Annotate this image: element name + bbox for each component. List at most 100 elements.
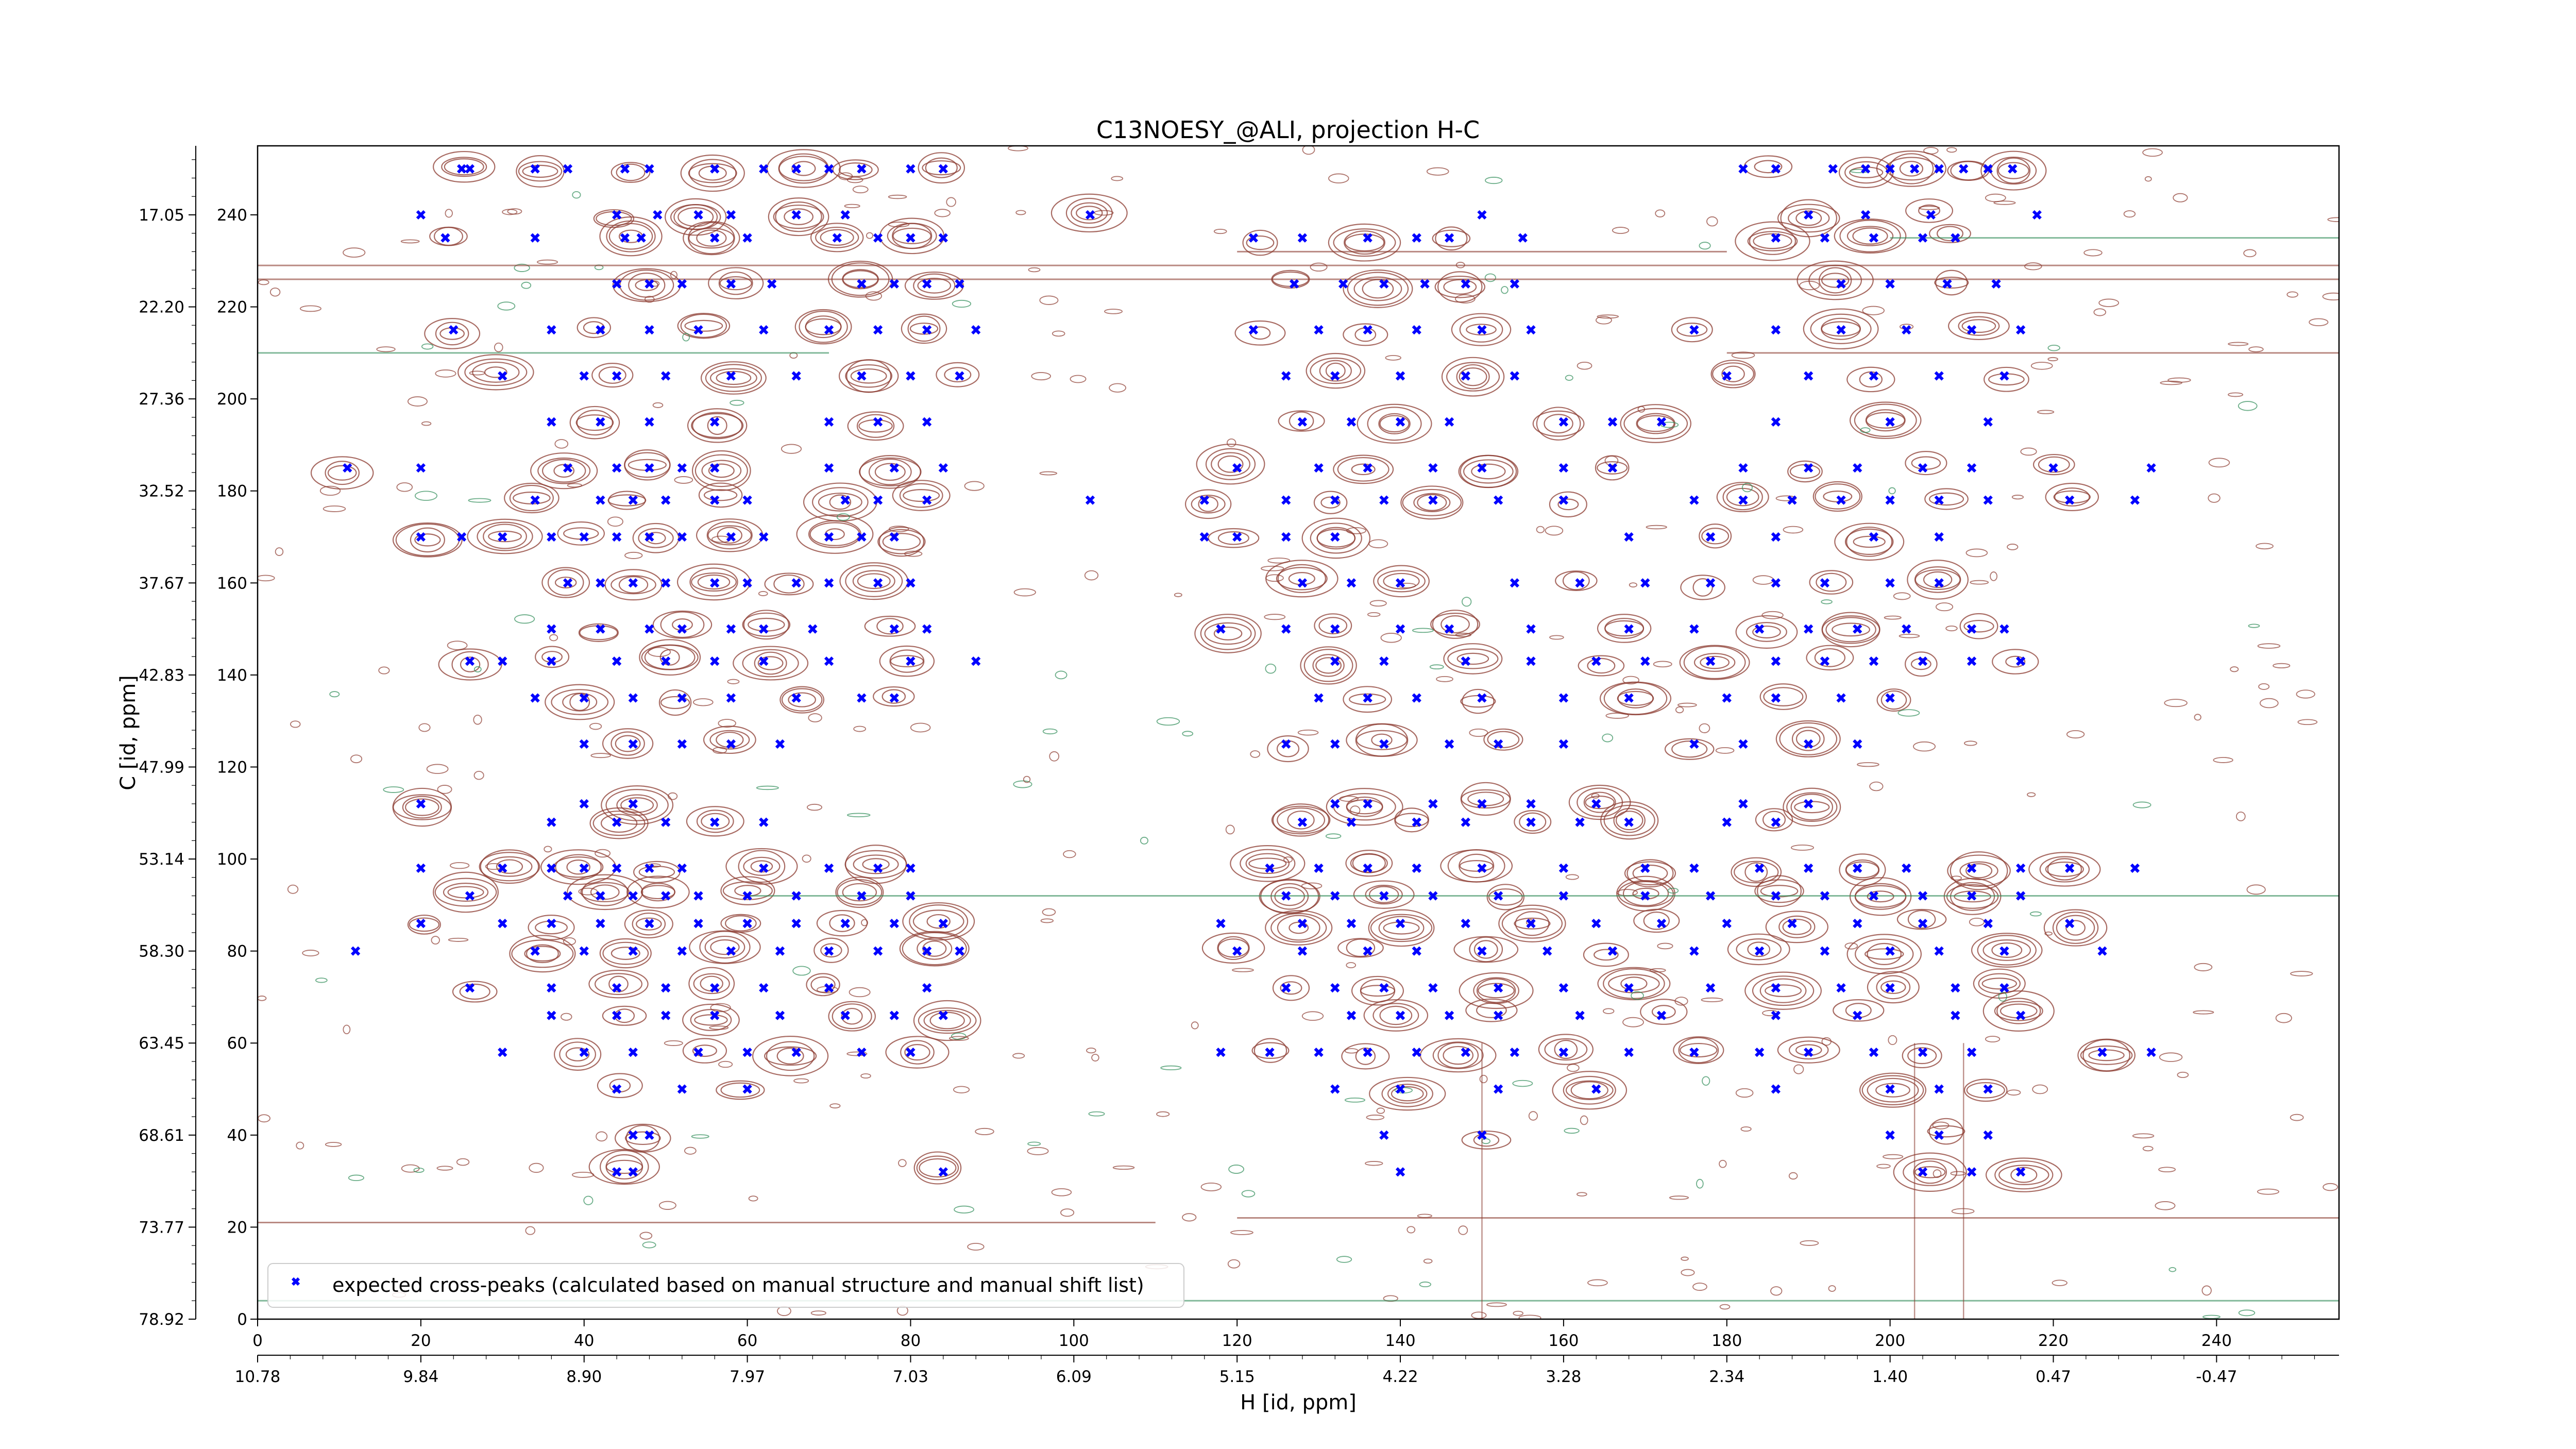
expected-peak-marker	[2015, 656, 2026, 666]
noise-contour	[1637, 406, 1646, 413]
expected-peak-marker	[1860, 164, 1871, 174]
expected-peak-marker	[1902, 325, 1911, 335]
contour-ring	[1242, 229, 1278, 256]
contour-ring	[1765, 911, 1828, 943]
noise-contour	[1156, 1111, 1170, 1117]
noise-contour	[1174, 593, 1182, 597]
x-ppm-tick-label: 9.84	[403, 1368, 438, 1386]
contour-ring	[530, 452, 598, 490]
noise-contour	[1344, 1048, 1359, 1054]
noise-contour	[1595, 316, 1612, 325]
contour-ring	[1763, 687, 1804, 706]
expected-peak-marker	[579, 532, 589, 542]
noise-contour	[648, 647, 671, 657]
contour-ring	[1914, 566, 1961, 593]
noise-contour	[1028, 267, 1041, 273]
contour-ring	[1795, 1044, 1822, 1056]
noise-contour	[1681, 1269, 1695, 1276]
expected-peak-marker	[824, 983, 834, 993]
x-index-tick-label: 140	[1385, 1332, 1415, 1350]
expected-peak-marker	[1869, 891, 1879, 901]
contour-ring	[1440, 615, 1470, 634]
noise-contour	[644, 296, 655, 303]
expected-peak-marker	[677, 463, 687, 473]
noise-contour	[2248, 624, 2260, 628]
noise-contour	[793, 1078, 809, 1084]
expected-peak-marker	[1494, 983, 1503, 993]
expected-peak-marker	[1314, 325, 1324, 335]
contour-ring	[670, 204, 721, 230]
contour-ring	[2032, 453, 2075, 476]
contour-ring	[636, 917, 662, 931]
contour-ring	[1272, 975, 1310, 1001]
contour-ring	[779, 686, 825, 714]
expected-peak-marker	[1199, 495, 1209, 505]
contour-ring	[1459, 860, 1494, 872]
noise-contour	[497, 301, 516, 311]
expected-peak-marker	[1281, 891, 1291, 901]
contour-ring	[1519, 812, 1547, 832]
contour-ring	[1880, 690, 1907, 710]
contour-ring	[904, 1043, 930, 1061]
noise-contour	[1346, 962, 1357, 969]
expected-peak-marker	[693, 1047, 703, 1057]
contour-ring	[1959, 861, 1998, 881]
contour-ring	[1846, 226, 1894, 246]
expected-peak-marker	[840, 918, 850, 929]
noise-contour	[904, 550, 923, 557]
noise-contour	[473, 666, 482, 672]
noise-contour	[567, 483, 583, 488]
x-index-tick-label: 120	[1222, 1332, 1252, 1350]
expected-peak-marker	[1771, 983, 1781, 993]
contour-ring	[701, 813, 730, 830]
contour-ring	[606, 220, 656, 252]
noise-contour	[1301, 882, 1323, 889]
expected-peak-marker	[661, 1010, 671, 1020]
expected-peak-marker	[628, 891, 638, 901]
noise-contour	[1182, 1213, 1197, 1222]
x-index-tick-label: 180	[1711, 1332, 1742, 1350]
contour-ring	[1977, 935, 2037, 966]
expected-peak-marker	[579, 863, 589, 873]
contour-ring	[511, 939, 574, 968]
expected-peak-marker	[612, 1084, 622, 1094]
contour-ring	[1680, 1042, 1718, 1058]
expected-peak-marker	[791, 918, 801, 929]
noise-contour	[1844, 942, 1858, 950]
contour-ring	[528, 915, 575, 940]
contour-ring	[1755, 808, 1793, 832]
contour-ring	[1795, 730, 1821, 748]
contour-ring	[1985, 1157, 2062, 1192]
contour-ring	[1727, 933, 1790, 966]
contour-ring	[611, 575, 656, 595]
expected-peak-marker	[547, 417, 556, 427]
contour-ring	[1905, 651, 1938, 677]
expected-peak-marker	[645, 164, 654, 174]
noise-contour	[1039, 471, 1058, 476]
contour-ring	[1347, 272, 1409, 306]
expected-peak-marker	[416, 918, 426, 929]
x-index-tick-label: 40	[574, 1332, 594, 1350]
noise-contour	[693, 698, 714, 706]
noise-contour	[1667, 887, 1679, 894]
expected-peak-marker	[1999, 946, 2009, 956]
expected-peak-marker	[547, 624, 556, 634]
noise-contour	[865, 291, 883, 301]
expected-peak-marker	[1656, 918, 1667, 929]
noise-contour	[2228, 392, 2244, 397]
noise-contour	[781, 444, 802, 454]
expected-peak-marker	[1281, 371, 1291, 381]
contour-ring	[722, 881, 773, 900]
contour-ring	[1680, 575, 1725, 600]
expected-peak-marker	[971, 325, 981, 335]
contour-ring	[742, 649, 799, 678]
expected-peak-marker	[775, 946, 785, 956]
expected-peak-marker	[938, 233, 948, 243]
contour-ring	[936, 362, 980, 387]
expected-peak-marker	[1248, 233, 1258, 243]
expected-peak-marker	[1281, 624, 1291, 634]
contour-ring	[832, 159, 879, 180]
expected-peak-marker	[563, 463, 573, 473]
expected-peak-marker	[1885, 946, 1895, 956]
contour-ring	[1679, 645, 1750, 680]
